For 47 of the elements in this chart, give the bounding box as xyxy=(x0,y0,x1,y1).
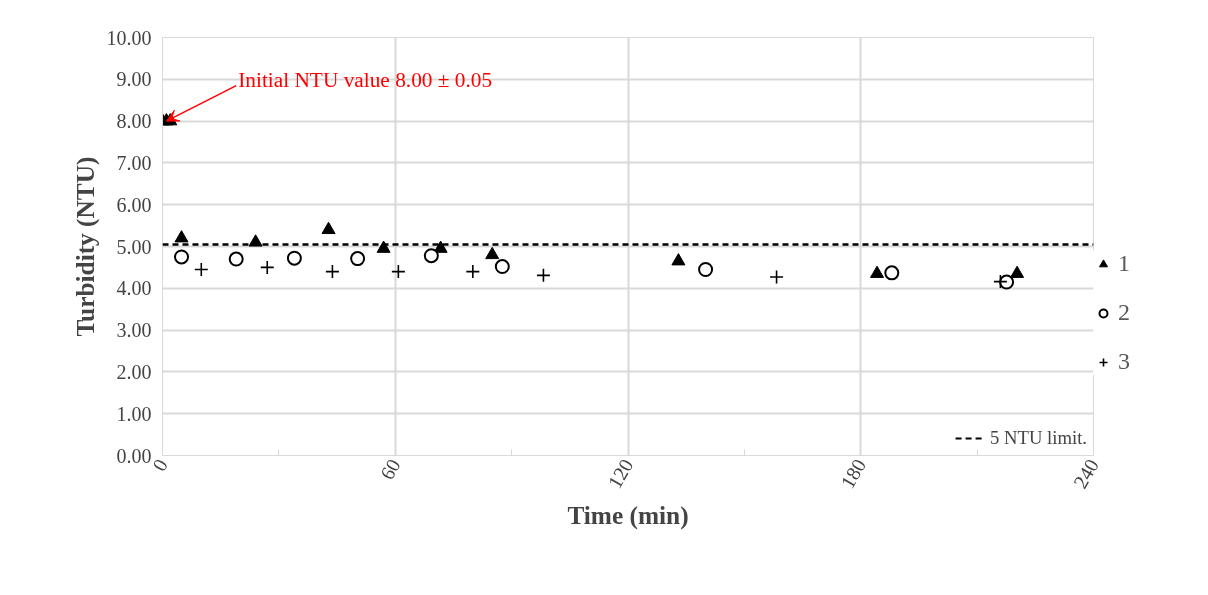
point xyxy=(423,248,439,264)
y-tick-label: 7.00 xyxy=(116,151,152,174)
point xyxy=(870,265,885,278)
x-tick-label: 60 xyxy=(375,455,405,484)
point xyxy=(993,274,1008,289)
y-tick-label: 9.00 xyxy=(116,68,152,91)
y-tick-label: 10.00 xyxy=(106,26,152,49)
point xyxy=(321,221,336,235)
y-tick-label: 1.00 xyxy=(116,402,152,425)
point xyxy=(884,265,900,281)
point xyxy=(350,251,366,267)
y-tick-label: 4.00 xyxy=(116,277,152,300)
point xyxy=(1010,265,1025,278)
y-tick-label: 5.00 xyxy=(116,235,152,258)
point xyxy=(259,260,275,275)
y-tick-label: 3.00 xyxy=(116,319,152,342)
point xyxy=(465,264,481,279)
point xyxy=(228,251,244,267)
legend-label: 1 xyxy=(1118,250,1131,277)
point xyxy=(174,249,190,265)
point xyxy=(485,246,500,260)
legend-label: 5 NTU limit. xyxy=(990,427,1087,449)
y-tick-label: 6.00 xyxy=(116,193,152,216)
annotation: Initial NTU value 8.00 ± 0.05 xyxy=(238,67,493,92)
point xyxy=(325,264,340,279)
point xyxy=(391,264,406,279)
point xyxy=(769,269,784,285)
point xyxy=(376,240,391,253)
x-tick-label: 180 xyxy=(836,455,871,492)
point xyxy=(494,259,510,275)
x-axis-title: Time (min) xyxy=(567,501,689,531)
point xyxy=(248,234,263,247)
legend-label: 2 xyxy=(1118,299,1131,326)
y-tick-label: 8.00 xyxy=(116,110,152,133)
x-tick-label: 240 xyxy=(1068,455,1104,492)
x-tick-label: 120 xyxy=(603,455,638,492)
point xyxy=(174,230,189,243)
y-tick-label: 2.00 xyxy=(116,360,152,383)
point xyxy=(536,268,551,283)
y-tick-label: 0.00 xyxy=(116,444,152,467)
y-axis-title: Turbidity (NTU) xyxy=(70,156,100,337)
point xyxy=(286,250,302,266)
point xyxy=(193,262,209,277)
point xyxy=(671,253,686,266)
point xyxy=(999,274,1015,290)
legend-label: 3 xyxy=(1118,348,1131,375)
point xyxy=(698,262,714,277)
